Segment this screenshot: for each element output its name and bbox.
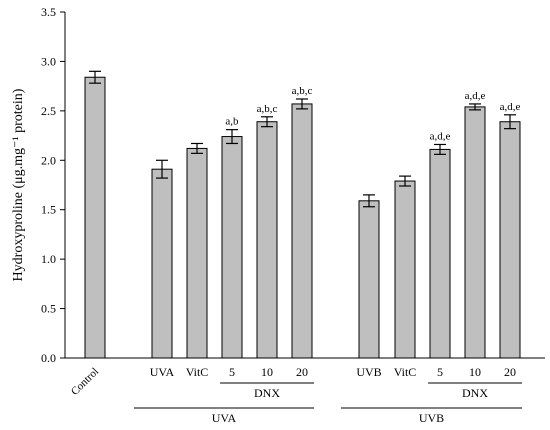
x-tick-label: Control [69,366,101,398]
x-tick-label: UVB [356,365,381,379]
bar [394,180,416,359]
y-tick-label: 3.5 [41,5,56,19]
bar [291,103,313,359]
x-tick-label: VitC [394,365,417,379]
y-tick-label: 3.0 [41,54,56,68]
y-tick-label: 2.5 [41,104,56,118]
bar [429,148,451,359]
x-tick-label: 10 [261,365,273,379]
y-tick-label: 2.0 [41,153,56,167]
bar [84,76,106,359]
significance-label: a,b [225,116,239,128]
significance-label: a,d,e [430,130,451,142]
y-tick-label: 1.0 [41,252,56,266]
y-tick-label: 0.0 [41,351,56,365]
axes: 0.0 0.5 1.0 1.5 2.0 2.5 3.0 3.5 [41,5,545,365]
x-tick-label: 5 [229,365,235,379]
bar [358,200,380,359]
y-tick-label: 1.5 [41,203,56,217]
x-tick-label: 10 [469,365,481,379]
significance-label: a,d,e [465,90,486,102]
y-axis-label: Hydroxyproline (μg.mg⁻¹ protein) [11,88,26,281]
bar [464,106,486,359]
group-label: DNX [462,386,488,400]
x-tick-label: 20 [504,365,516,379]
significance-label: a,d,e [500,101,521,113]
x-tick-label: 5 [437,365,443,379]
group-label: UVB [419,411,444,425]
bar [221,136,243,359]
bars: a,b a,b,c a,b,c a,d,e a,d,e a,d,e [84,70,521,359]
x-tick-labels: Control UVA VitC 5 10 20 UVB VitC 5 10 20 [69,365,516,398]
bar [499,121,521,359]
bar [186,147,208,359]
x-tick-label: UVA [150,365,175,379]
group-label: DNX [254,386,280,400]
bar [151,168,173,359]
significance-label: a,b,c [257,103,278,115]
group-brackets: DNX UVA DNX UVB [134,382,522,425]
group-label: UVA [212,411,237,425]
bar [256,121,278,359]
x-tick-label: VitC [186,365,209,379]
x-tick-label: 20 [296,365,308,379]
y-tick-label: 0.5 [41,302,56,316]
significance-label: a,b,c [292,85,313,97]
